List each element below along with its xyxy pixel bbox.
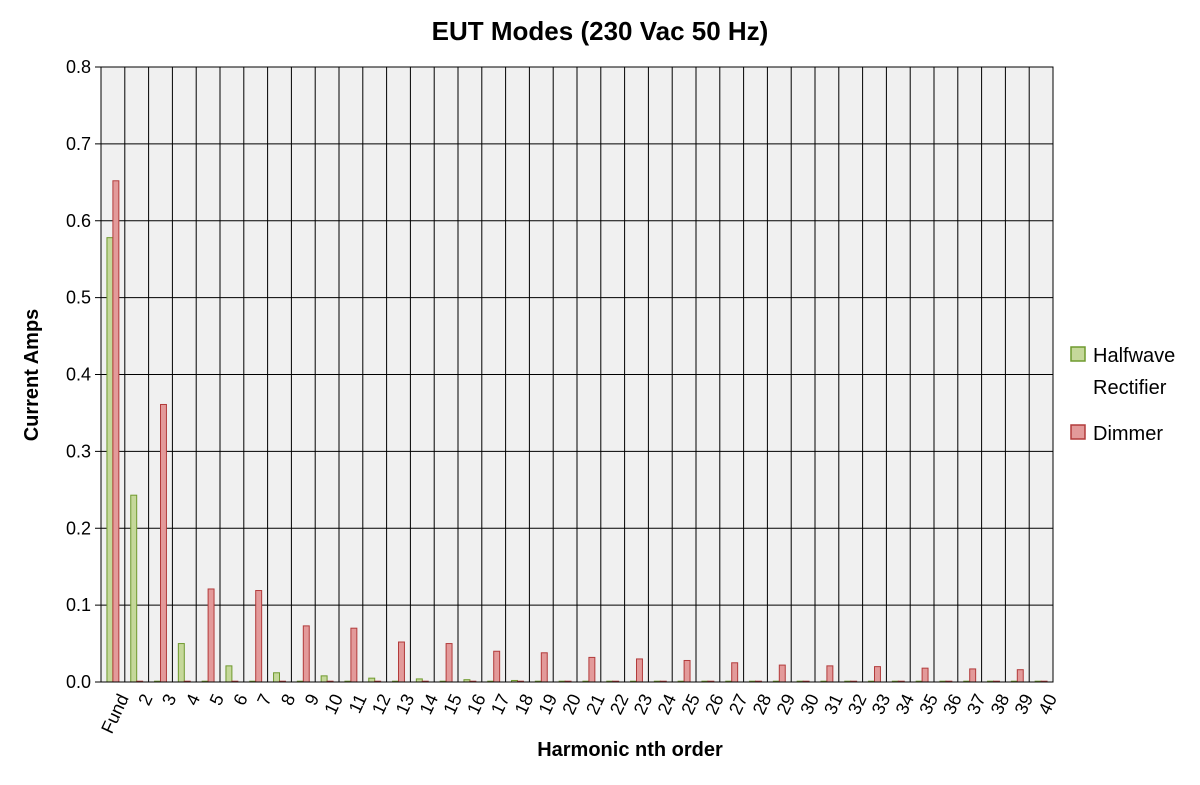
y-axis-title: Current Amps bbox=[21, 309, 43, 442]
x-tick-label: 2 bbox=[134, 691, 156, 709]
bar-dimmer-21 bbox=[588, 656, 596, 683]
x-tick-label: 15 bbox=[439, 691, 466, 718]
bar-dimmer-3 bbox=[160, 403, 167, 683]
x-tick-label: 31 bbox=[820, 691, 847, 718]
y-tick-label: 0.1 bbox=[66, 595, 91, 615]
x-tick-label: 18 bbox=[511, 691, 538, 718]
x-tick-label: 4 bbox=[182, 691, 204, 709]
x-tick-label: 8 bbox=[277, 691, 299, 709]
bar-dimmer-7 bbox=[255, 590, 263, 683]
bar-dimmer-33 bbox=[874, 666, 881, 683]
bar-dimmer-5 bbox=[207, 588, 215, 683]
x-tick-label: 7 bbox=[253, 691, 275, 709]
bar-dimmer-17 bbox=[493, 650, 501, 683]
x-tick-label: 29 bbox=[773, 691, 800, 718]
bar-dimmer-31 bbox=[826, 665, 834, 683]
x-tick-label: 33 bbox=[868, 691, 895, 718]
bar-dimmer-25 bbox=[683, 659, 691, 683]
chart-title: EUT Modes (230 Vac 50 Hz) bbox=[432, 16, 769, 46]
bar-dimmer-35 bbox=[921, 667, 929, 683]
bar-dimmer-9 bbox=[302, 625, 310, 683]
legend-label-halfwave-rectifier: Halfwave Rectifier bbox=[1093, 345, 1175, 399]
bar-dimmer-11 bbox=[350, 627, 358, 683]
y-tick-label: 0.6 bbox=[66, 211, 91, 231]
x-tick-label: 40 bbox=[1034, 691, 1061, 718]
bar-dimmer-27 bbox=[731, 662, 739, 683]
bar-dimmer-13 bbox=[398, 641, 405, 683]
x-tick-label: 34 bbox=[892, 691, 919, 718]
x-tick-label: 25 bbox=[677, 691, 704, 718]
bar-halfwave-rectifier-Fund bbox=[106, 237, 114, 683]
y-tick-label: 0.8 bbox=[66, 57, 91, 77]
bar-halfwave-rectifier-12 bbox=[368, 677, 376, 683]
y-tick-label: 0.2 bbox=[66, 518, 91, 538]
x-tick-label: 22 bbox=[606, 691, 633, 718]
x-tick-label: 32 bbox=[844, 691, 871, 718]
bar-dimmer-15 bbox=[445, 643, 453, 683]
bar-halfwave-rectifier-6 bbox=[225, 665, 233, 683]
legend-label-dimmer: Dimmer bbox=[1093, 423, 1163, 445]
x-tick-label: 35 bbox=[915, 691, 942, 718]
x-tick-label: 26 bbox=[701, 691, 728, 718]
x-tick-label: 13 bbox=[392, 691, 419, 718]
bar-halfwave-rectifier-10 bbox=[320, 675, 328, 683]
bar-dimmer-39 bbox=[1016, 669, 1024, 683]
x-tick-label: 16 bbox=[463, 691, 490, 718]
y-tick-label: 0.3 bbox=[66, 441, 91, 461]
x-tick-label: 17 bbox=[487, 691, 514, 718]
bar-dimmer-19 bbox=[540, 652, 548, 683]
x-tick-label: 11 bbox=[345, 691, 371, 716]
x-tick-label: 30 bbox=[796, 691, 823, 718]
x-tick-label: 20 bbox=[558, 691, 585, 718]
bar-dimmer-23 bbox=[636, 658, 643, 683]
x-tick-label: 38 bbox=[987, 691, 1014, 718]
x-tick-label: 28 bbox=[749, 691, 776, 718]
x-tick-label: 36 bbox=[939, 691, 966, 718]
x-tick-label: 12 bbox=[368, 691, 395, 718]
x-tick-label: 9 bbox=[301, 691, 323, 709]
x-tick-label: 14 bbox=[416, 691, 443, 718]
x-tick-label: 3 bbox=[158, 691, 180, 709]
x-tick-label: 24 bbox=[654, 691, 681, 718]
x-axis-title: Harmonic nth order bbox=[537, 739, 723, 761]
bar-dimmer-37 bbox=[969, 668, 977, 683]
x-tick-label: 39 bbox=[1011, 691, 1038, 718]
x-tick-label: 21 bbox=[582, 691, 609, 718]
bar-halfwave-rectifier-4 bbox=[177, 643, 185, 683]
plot-border bbox=[100, 66, 1054, 683]
legend-swatch-dimmer bbox=[1070, 424, 1086, 440]
x-tick-label: 5 bbox=[206, 691, 228, 709]
x-tick-label: 37 bbox=[963, 691, 990, 718]
bar-halfwave-rectifier-8 bbox=[273, 672, 280, 683]
bar-dimmer-29 bbox=[778, 664, 786, 683]
x-tick-label: 23 bbox=[630, 691, 657, 718]
x-tick-label: Fund bbox=[97, 691, 132, 737]
y-tick-label: 0.5 bbox=[66, 288, 91, 308]
x-tick-label: 27 bbox=[725, 691, 752, 718]
legend: Halfwave Rectifier Dimmer bbox=[1070, 345, 1175, 445]
y-tick-label: 0.4 bbox=[66, 365, 91, 385]
x-tick-label: 10 bbox=[320, 691, 347, 718]
bar-dimmer-Fund bbox=[112, 180, 120, 683]
x-tick-label: 6 bbox=[229, 691, 251, 709]
y-tick-label: 0.7 bbox=[66, 134, 91, 154]
legend-swatch-halfwave-rectifier bbox=[1070, 346, 1086, 362]
y-tick-label: 0.0 bbox=[66, 672, 91, 692]
x-tick-label: 19 bbox=[535, 691, 562, 718]
bar-halfwave-rectifier-2 bbox=[130, 494, 138, 683]
